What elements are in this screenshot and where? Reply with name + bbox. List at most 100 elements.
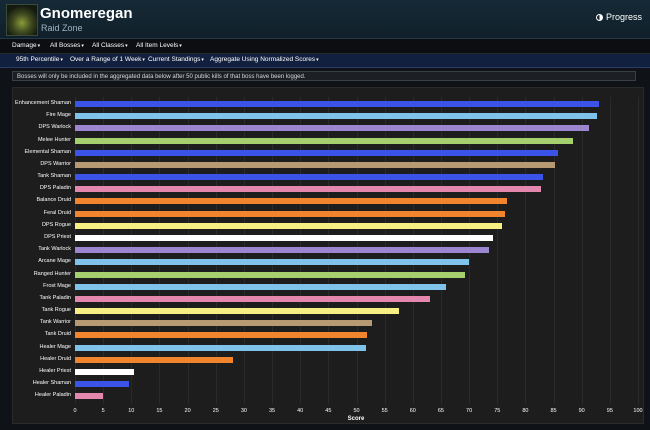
- bar[interactable]: [75, 137, 574, 144]
- gridline: [581, 97, 583, 404]
- boss-dropdown[interactable]: All Bosses▾: [50, 42, 84, 49]
- notice-banner: Bosses will only be included in the aggr…: [12, 71, 636, 81]
- x-tick-label: 20: [184, 408, 191, 414]
- chevron-down-icon: ▾: [60, 57, 63, 63]
- bar[interactable]: [75, 210, 506, 217]
- progress-label: Progress: [605, 12, 642, 22]
- gridline: [609, 97, 611, 404]
- y-category-label: Healer Mage: [39, 343, 72, 350]
- x-tick-label: 65: [437, 408, 444, 414]
- bar[interactable]: [75, 332, 368, 339]
- y-category-label: Healer Shaman: [32, 380, 71, 387]
- x-tick-label: 35: [268, 408, 276, 414]
- class-dropdown[interactable]: All Classes▾: [92, 42, 128, 49]
- bar[interactable]: [75, 320, 372, 327]
- aggregate-dropdown[interactable]: Aggregate Using Normalized Scores▾: [210, 56, 319, 63]
- chevron-down-icon: ▾: [316, 57, 319, 63]
- chevron-down-icon: ▾: [142, 57, 145, 63]
- y-category-label: Fire Mage: [46, 112, 71, 119]
- y-category-label: Healer Priest: [39, 367, 71, 374]
- page-subtitle: Raid Zone: [41, 23, 83, 33]
- metric-dropdown[interactable]: Damage▾: [12, 42, 40, 49]
- bar[interactable]: [75, 174, 544, 181]
- y-category-label: DPS Rogue: [41, 221, 71, 228]
- bar[interactable]: [75, 161, 555, 168]
- y-category-label: Tank Paladin: [39, 294, 72, 301]
- bar[interactable]: [75, 113, 597, 120]
- bar[interactable]: [75, 271, 465, 278]
- x-tick-label: 85: [550, 408, 557, 414]
- bar[interactable]: [75, 101, 599, 107]
- range-dropdown[interactable]: Over a Range of 1 Week▾: [70, 56, 145, 63]
- x-tick-label: 10: [128, 408, 135, 414]
- percentile-label: 95th Percentile: [16, 56, 60, 63]
- y-category-label: Arcane Mage: [38, 258, 71, 265]
- x-axis-title: Score: [347, 416, 365, 422]
- standings-dropdown[interactable]: Current Standings▾: [148, 56, 204, 63]
- bar[interactable]: [75, 356, 234, 363]
- standings-label: Current Standings: [148, 56, 201, 63]
- x-tick-label: 75: [494, 408, 501, 414]
- page-title: Gnomeregan: [40, 5, 133, 22]
- chevron-down-icon: ▾: [179, 43, 182, 49]
- x-tick-label: 50: [353, 408, 360, 414]
- y-category-label: Feral Druid: [43, 209, 71, 216]
- y-category-label: Melee Hunter: [37, 136, 71, 143]
- bar[interactable]: [75, 186, 541, 193]
- x-tick-label: 80: [522, 408, 529, 414]
- y-category-label: DPS Warrior: [40, 160, 71, 167]
- y-category-label: Tank Warlock: [38, 246, 71, 253]
- boss-label: All Bosses: [50, 42, 81, 49]
- chevron-down-icon: ▾: [81, 43, 84, 49]
- bar[interactable]: [75, 125, 590, 132]
- bar[interactable]: [75, 368, 134, 375]
- x-tick-label: 40: [297, 408, 304, 414]
- x-tick-label: 45: [325, 408, 332, 414]
- item-level-dropdown[interactable]: All Item Levels▾: [136, 42, 182, 49]
- gridline: [638, 97, 639, 404]
- item-level-label: All Item Levels: [136, 42, 179, 49]
- y-category-label: DPS Paladin: [39, 185, 71, 192]
- y-category-label: Ranged Hunter: [33, 270, 71, 277]
- x-tick-label: 25: [212, 408, 219, 414]
- x-tick-label: 0: [73, 408, 77, 414]
- zone-thumbnail: [6, 4, 38, 36]
- aggregate-label: Aggregate Using Normalized Scores: [210, 56, 316, 63]
- x-tick-label: 30: [240, 408, 247, 414]
- chevron-down-icon: ▾: [37, 43, 41, 49]
- y-category-label: DPS Warlock: [38, 124, 72, 131]
- bar[interactable]: [75, 247, 490, 254]
- percentile-dropdown[interactable]: 95th Percentile▾: [16, 56, 63, 63]
- zone-header: Gnomeregan Raid Zone Progress: [0, 0, 650, 39]
- x-tick-label: 5: [101, 408, 105, 414]
- y-category-label: Elemental Shaman: [24, 148, 71, 155]
- y-category-label: Frost Mage: [43, 282, 71, 289]
- bar[interactable]: [75, 308, 400, 315]
- y-category-label: Healer Druid: [40, 355, 71, 362]
- bar[interactable]: [75, 295, 431, 302]
- x-tick-label: 70: [466, 408, 473, 414]
- x-tick-label: 60: [409, 408, 416, 414]
- bar[interactable]: [75, 234, 493, 241]
- bar[interactable]: [75, 381, 130, 388]
- bar[interactable]: [75, 222, 503, 229]
- bar[interactable]: [75, 344, 367, 351]
- y-category-label: Healer Paladin: [34, 392, 71, 399]
- x-tick-label: 15: [156, 408, 163, 414]
- bar[interactable]: [75, 393, 104, 400]
- progress-link[interactable]: Progress: [595, 12, 642, 22]
- bar[interactable]: [75, 259, 469, 266]
- bar[interactable]: [75, 198, 508, 205]
- progress-icon: [595, 13, 603, 21]
- chevron-down-icon: ▾: [125, 43, 128, 49]
- y-category-label: Tank Warrior: [40, 319, 71, 326]
- class-label: All Classes: [92, 42, 125, 49]
- bar[interactable]: [75, 149, 559, 156]
- y-category-label: Tank Rogue: [41, 307, 71, 314]
- filter-bar-secondary: 95th Percentile▾ Over a Range of 1 Week▾…: [0, 54, 650, 68]
- y-category-label: Tank Druid: [44, 331, 71, 338]
- y-category-label: Balance Druid: [36, 197, 71, 204]
- bar[interactable]: [75, 283, 447, 290]
- y-category-label: DPS Priest: [44, 233, 71, 240]
- gridline: [525, 97, 527, 404]
